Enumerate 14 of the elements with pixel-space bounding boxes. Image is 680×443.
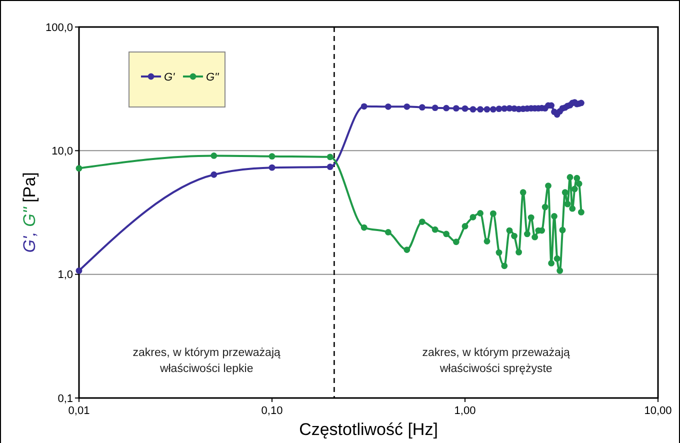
legend-label: G' (164, 71, 176, 84)
x-axis-title: Częstotliwość [Hz] (299, 420, 438, 439)
annotation: zakres, w którym przeważają właściwości lepkie (132, 347, 282, 375)
y-tick-label: 10,0 (52, 146, 73, 158)
x-tick-label: 10,00 (644, 405, 672, 417)
x-tick-label: 0,10 (261, 405, 283, 417)
x-tick-label: 1,00 (454, 405, 476, 417)
y-axis-title: G', G'' [Pa] (20, 172, 39, 253)
legend-label: G'' (206, 71, 220, 84)
x-tick-label: 0,01 (68, 405, 90, 417)
annotation: zakres, w którym przeważają właściwości sprężyste (422, 347, 571, 375)
y-tick-label: 100,0 (45, 22, 73, 34)
y-tick-label: 0,1 (58, 392, 73, 405)
y-tick-label: 1,0 (58, 269, 73, 282)
